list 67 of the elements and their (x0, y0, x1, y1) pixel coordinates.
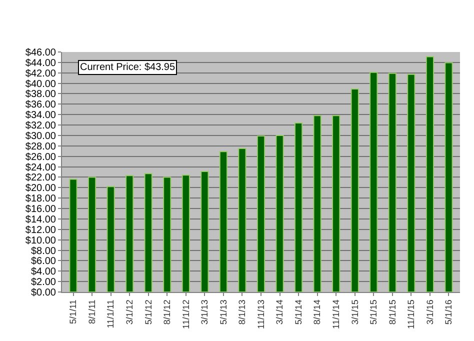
x-tick-label: 5/1/11 (68, 300, 78, 324)
bar (200, 170, 209, 292)
x-tick-label: 8/1/14 (312, 300, 322, 325)
x-tick-label: 11/1/15 (406, 300, 416, 329)
x-tick-label: 3/1/16 (424, 300, 435, 325)
x-tick-label: 8/1/15 (387, 300, 398, 325)
bar (313, 115, 322, 292)
bar (238, 148, 246, 292)
y-tick-label: $46.00 (25, 48, 56, 58)
x-tick-label: 5/1/16 (444, 300, 454, 325)
y-tick-label: $36.00 (25, 100, 56, 111)
y-tick-label: $32.00 (25, 120, 56, 132)
y-tick-label: $6.00 (30, 256, 56, 268)
y-tick-label: $34.00 (25, 110, 56, 122)
y-tick-label: $42.00 (25, 68, 56, 80)
y-tick-label: $26.00 (25, 152, 56, 163)
bar (88, 176, 96, 292)
y-tick-label: $20.00 (25, 183, 56, 194)
y-tick-label: $12.00 (25, 224, 56, 236)
y-tick-label: $30.00 (25, 130, 56, 142)
x-tick-label: 8/1/11 (86, 300, 97, 324)
y-tick-label: $2.00 (30, 277, 56, 288)
bar (407, 74, 416, 292)
y-tick-label: $8.00 (30, 246, 56, 257)
y-tick-label: $18.00 (25, 194, 56, 205)
bar (426, 56, 434, 292)
y-tick-label: $22.00 (25, 172, 56, 184)
bar (182, 174, 190, 292)
bar (294, 122, 303, 292)
x-tick-label: 3/1/15 (350, 300, 360, 325)
x-tick-label: 3/1/12 (124, 300, 135, 325)
x-tick-label: 11/1/13 (256, 300, 266, 329)
y-tick-label: $4.00 (30, 266, 56, 278)
y-tick-label: $14.00 (25, 214, 56, 226)
x-tick-label: 11/1/12 (180, 300, 191, 329)
bar (332, 115, 340, 292)
x-tick-label: 8/1/13 (237, 300, 248, 325)
y-tick-label: $0.00 (30, 288, 56, 298)
bar (219, 151, 228, 292)
bar (276, 134, 284, 292)
y-tick-label: $40.00 (25, 78, 56, 90)
x-tick-label: 11/1/14 (331, 300, 342, 329)
x-tick-label: 8/1/12 (162, 300, 172, 325)
x-tick-label: 3/1/14 (274, 300, 285, 325)
y-tick-label: $16.00 (25, 204, 56, 216)
y-tick-label: $28.00 (25, 141, 56, 152)
x-tick-label: 5/1/12 (143, 300, 154, 325)
x-tick-label: 5/1/14 (293, 300, 304, 325)
x-tick-label: 11/1/11 (106, 300, 116, 328)
bar (256, 136, 266, 292)
bar (69, 178, 78, 292)
x-tick-label: 5/1/13 (218, 300, 228, 325)
bar (350, 88, 359, 292)
bar (144, 173, 152, 292)
annotation: Current Price: $43.95 (80, 62, 176, 73)
x-tick-label: 3/1/13 (200, 300, 210, 325)
y-tick-label: $44.00 (25, 58, 56, 69)
y-tick-label: $10.00 (25, 235, 56, 246)
bar (388, 72, 396, 292)
bar (126, 175, 134, 292)
x-tick-label: 5/1/15 (368, 300, 379, 325)
y-tick-label: $38.00 (25, 89, 56, 100)
bar (163, 176, 172, 292)
bar (106, 186, 115, 292)
y-tick-label: $24.00 (25, 162, 56, 174)
bar (370, 72, 378, 292)
bar (444, 62, 453, 292)
